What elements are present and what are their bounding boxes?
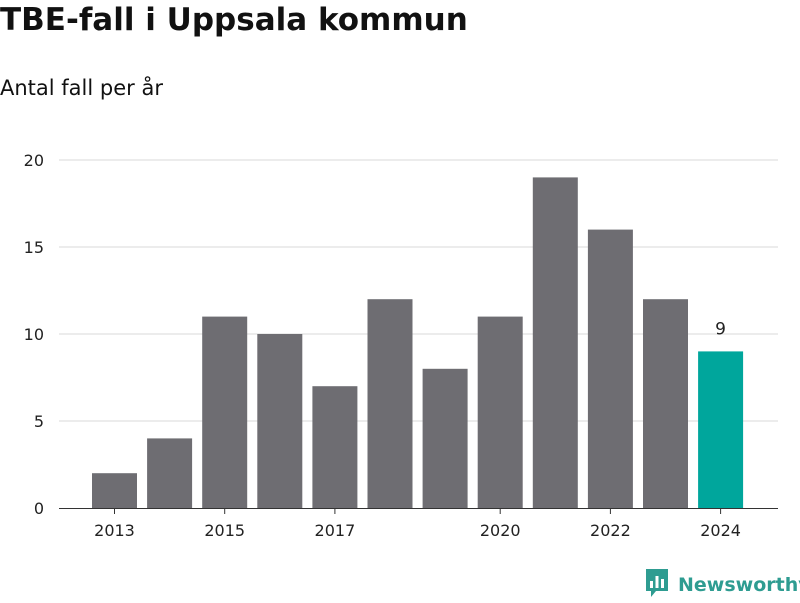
x-tick-label: 2015 — [204, 521, 245, 540]
bar — [587, 229, 633, 508]
bar — [202, 316, 248, 508]
bar-highlight — [698, 351, 744, 508]
y-tick-label: 5 — [34, 412, 44, 431]
x-tick-label: 2013 — [94, 521, 135, 540]
newsworthy-logo-text: Newsworthy — [678, 574, 800, 596]
x-tick-label: 2024 — [700, 521, 741, 540]
bar — [312, 386, 358, 508]
x-tick-label: 2022 — [590, 521, 631, 540]
chart-subtitle: Antal fall per år — [0, 76, 163, 100]
newsworthy-logo-icon — [644, 567, 670, 603]
bar — [643, 299, 688, 508]
x-tick-label: 2020 — [480, 521, 521, 540]
y-tick-label: 15 — [24, 238, 44, 257]
bar — [367, 299, 413, 508]
bar-value-label: 9 — [715, 319, 726, 339]
newsworthy-logo: Newsworthy — [644, 569, 800, 601]
bar — [422, 368, 468, 508]
bar — [147, 438, 193, 508]
bar — [257, 334, 303, 508]
x-tick-label: 2017 — [315, 521, 356, 540]
y-tick-label: 10 — [24, 325, 44, 344]
y-tick-label: 20 — [24, 151, 44, 170]
chart-title: TBE-fall i Uppsala kommun — [0, 2, 468, 38]
y-tick-label: 0 — [34, 499, 44, 518]
bar — [532, 177, 578, 508]
bar — [92, 473, 137, 508]
bar — [477, 316, 523, 508]
